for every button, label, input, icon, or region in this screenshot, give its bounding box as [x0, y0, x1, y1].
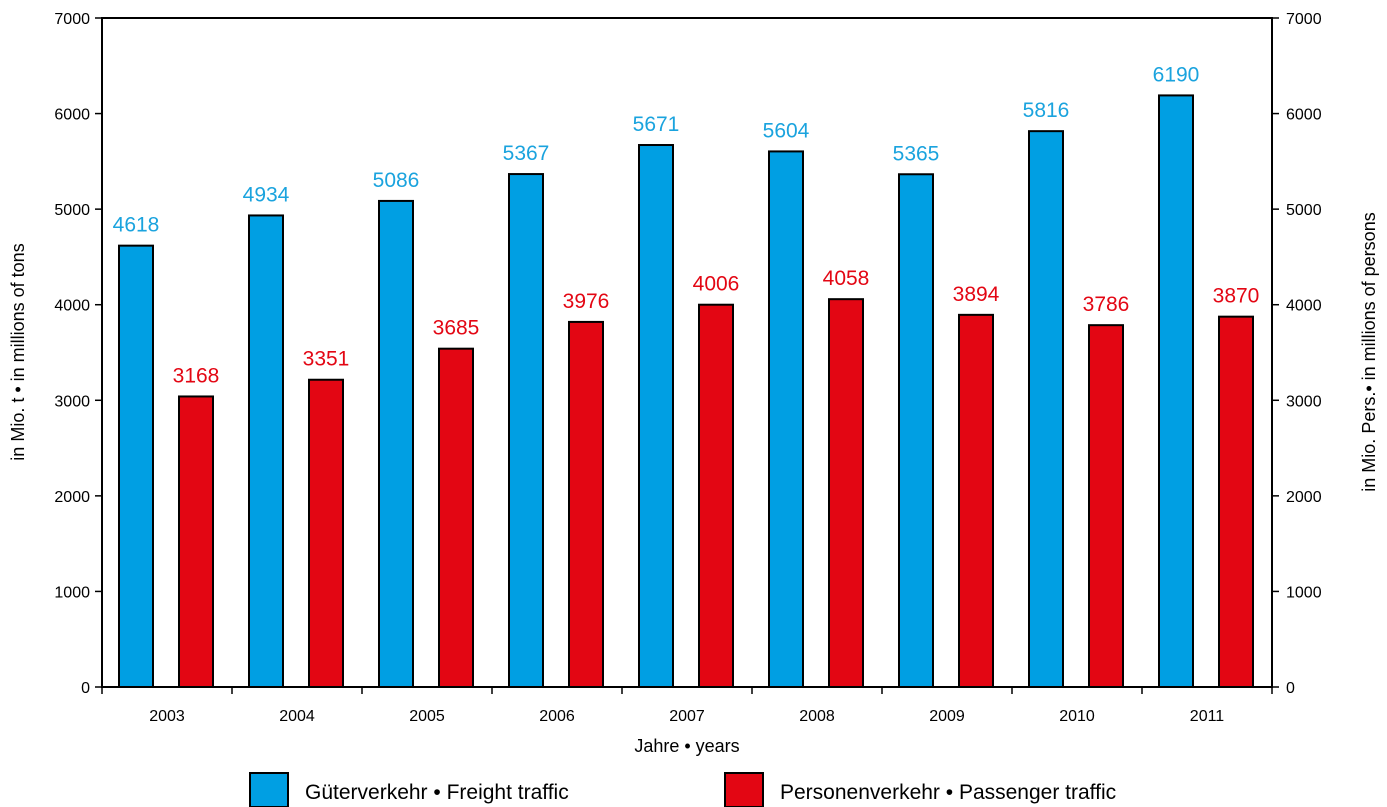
y-tick-label-right: 2000 — [1286, 489, 1322, 506]
bar-passenger-2011 — [1218, 315, 1254, 688]
y-tick-label-left: 3000 — [54, 393, 90, 410]
legend-swatch-freight — [249, 772, 289, 807]
data-label-passenger-2009: 3894 — [953, 283, 1000, 306]
x-tick-label-2005: 2005 — [409, 708, 445, 725]
data-label-freight-2007: 5671 — [633, 113, 680, 136]
x-tick-label-2011: 2011 — [1190, 708, 1225, 725]
data-label-passenger-2005: 3685 — [433, 317, 480, 340]
legend: Güterverkehr • Freight traffic Personenv… — [249, 772, 1116, 807]
bar-freight-2011 — [1158, 94, 1194, 689]
bar-freight-2006 — [508, 173, 544, 689]
legend-label-freight: Güterverkehr • Freight traffic — [305, 781, 569, 804]
data-label-freight-2010: 5816 — [1023, 99, 1070, 122]
y-tick-label-right: 1000 — [1286, 584, 1322, 601]
bar-passenger-2007 — [698, 303, 734, 688]
y-tick-label-left: 2000 — [54, 489, 90, 506]
bar-passenger-2005 — [438, 347, 474, 688]
y-tick-label-left: 0 — [81, 680, 90, 697]
y-axis-title-left: in Mio. t • in millions of tons — [8, 243, 28, 460]
legend-swatch-passenger — [724, 772, 764, 807]
bar-freight-2010 — [1028, 130, 1064, 689]
data-label-freight-2003: 4618 — [113, 214, 160, 237]
data-label-freight-2011: 6190 — [1153, 63, 1200, 86]
bar-freight-2004 — [248, 214, 284, 689]
data-label-passenger-2003: 3168 — [173, 364, 220, 387]
bar-freight-2005 — [378, 199, 414, 689]
data-label-passenger-2008: 4058 — [823, 267, 870, 290]
bar-freight-2003 — [118, 244, 154, 688]
data-label-passenger-2004: 3351 — [303, 348, 350, 371]
y-tick-label-right: 3000 — [1286, 393, 1322, 410]
data-label-freight-2004: 4934 — [243, 183, 290, 206]
y-tick-label-left: 4000 — [54, 298, 90, 315]
x-tick-label-2007: 2007 — [669, 708, 705, 725]
data-labels-layer: 4618 4934 5086 5367 5671 5604 5365 5816 6190 3168… — [113, 63, 1260, 387]
y-tick-label-right: 4000 — [1286, 298, 1322, 315]
data-label-freight-2009: 5365 — [893, 142, 940, 165]
bar-freight-2009 — [898, 173, 934, 689]
data-label-passenger-2006: 3976 — [563, 290, 610, 313]
x-tick-label-2003: 2003 — [149, 708, 185, 725]
x-tick-label-2009: 2009 — [929, 708, 965, 725]
plot-frame — [101, 17, 1273, 688]
x-tick-label-2008: 2008 — [799, 708, 835, 725]
y-tick-label-right: 0 — [1286, 680, 1295, 697]
data-label-passenger-2011: 3870 — [1213, 285, 1260, 308]
y-tick-label-left: 6000 — [54, 107, 90, 124]
axes-layer: 0 0 1000 1000 2000 2000 3000 3000 4000 4000 5000 50… — [54, 11, 1321, 725]
data-label-passenger-2010: 3786 — [1083, 293, 1130, 316]
x-tick-label-2006: 2006 — [539, 708, 575, 725]
bar-passenger-2004 — [308, 378, 344, 688]
bar-freight-2007 — [638, 144, 674, 689]
bar-passenger-2006 — [568, 320, 604, 688]
x-axis-title: Jahre • years — [634, 736, 739, 756]
legend-label-passenger: Personenverkehr • Passenger traffic — [780, 781, 1116, 804]
data-label-freight-2006: 5367 — [503, 142, 550, 165]
bar-passenger-2009 — [958, 313, 994, 688]
y-axis-title-right: in Mio. Pers.• in millions of persons — [1359, 212, 1379, 491]
bar-freight-2008 — [768, 150, 804, 688]
bar-passenger-2003 — [178, 395, 214, 688]
data-label-passenger-2007: 4006 — [693, 273, 740, 296]
y-tick-label-left: 1000 — [54, 584, 90, 601]
data-label-freight-2008: 5604 — [763, 119, 810, 142]
bars-layer — [118, 94, 1254, 689]
y-tick-label-right: 7000 — [1286, 11, 1322, 28]
data-label-freight-2005: 5086 — [373, 169, 420, 192]
x-tick-label-2010: 2010 — [1059, 708, 1095, 725]
y-tick-label-left: 5000 — [54, 202, 90, 219]
x-tick-label-2004: 2004 — [279, 708, 315, 725]
bar-passenger-2008 — [828, 298, 864, 688]
bar-passenger-2010 — [1088, 324, 1124, 688]
y-tick-label-left: 7000 — [54, 11, 90, 28]
y-tick-label-right: 6000 — [1286, 107, 1322, 124]
y-tick-label-right: 5000 — [1286, 202, 1322, 219]
